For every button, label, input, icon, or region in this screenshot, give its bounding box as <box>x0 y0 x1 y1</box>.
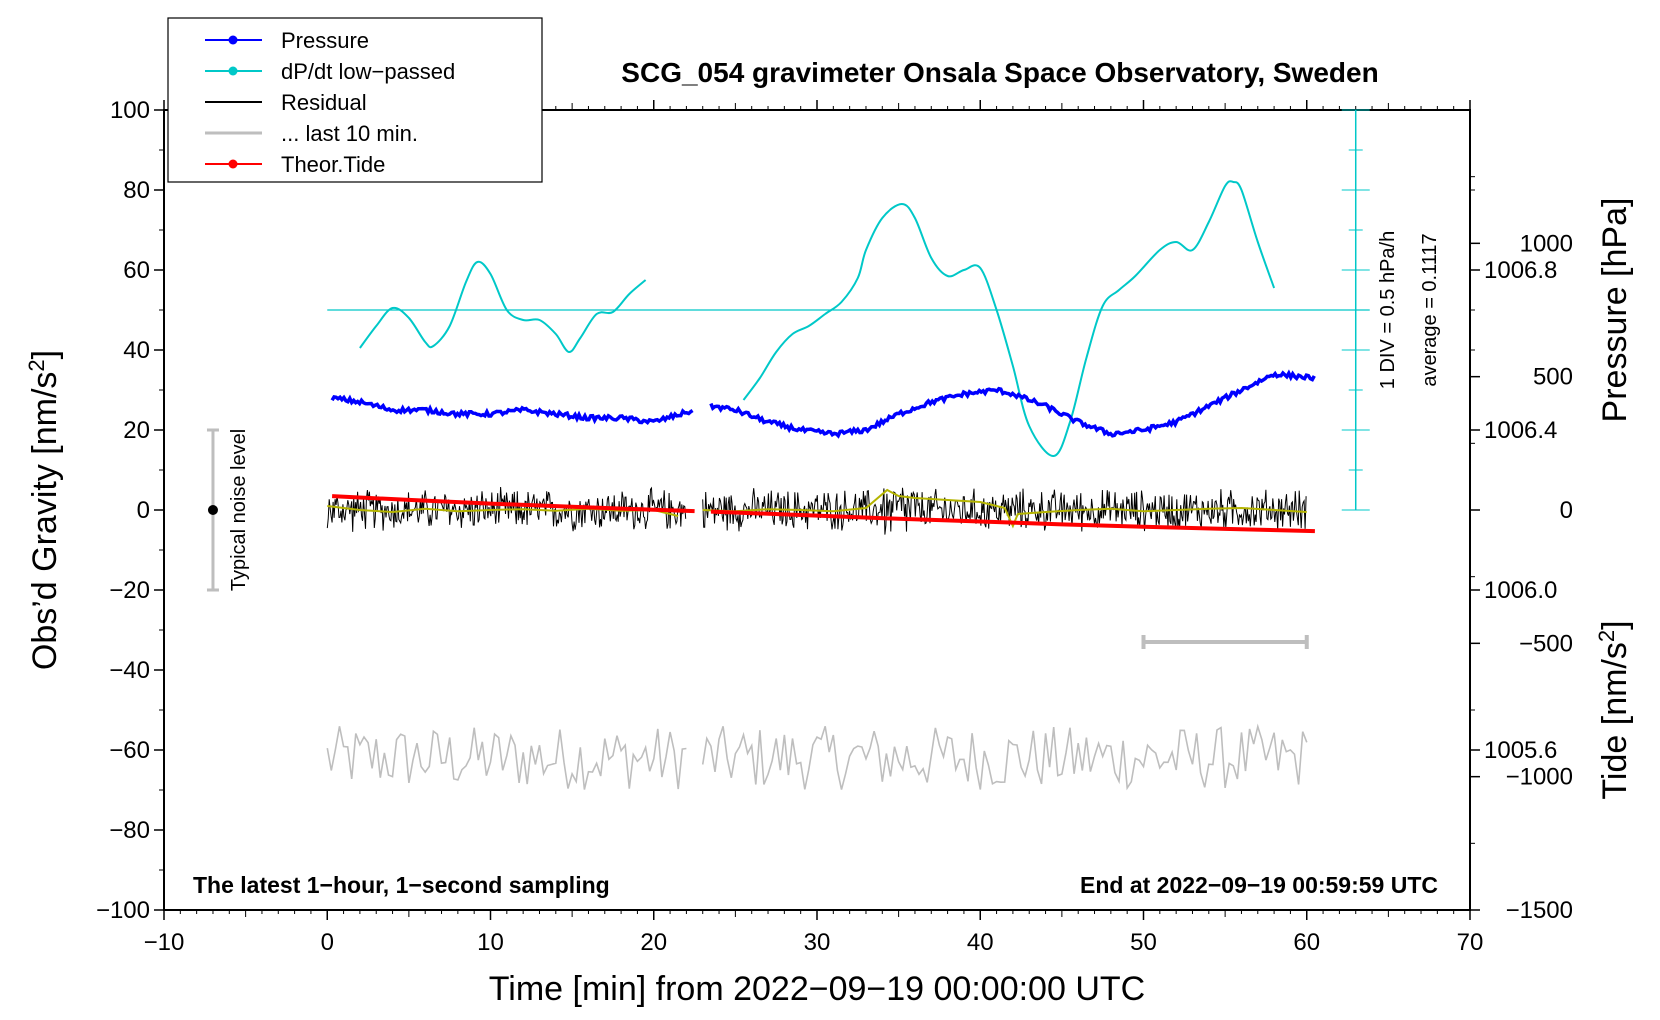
bottom-left-note: The latest 1−hour, 1−second sampling <box>193 872 610 898</box>
x-tick-label: 30 <box>804 929 831 956</box>
pressure-tick-label: 1006.4 <box>1484 417 1557 444</box>
tide-tick-label: 0 <box>1560 497 1573 524</box>
legend-label: Pressure <box>281 28 369 53</box>
series-residual-smoothed <box>327 505 679 517</box>
series-pressure <box>709 369 1316 439</box>
x-tick-label: −10 <box>144 929 185 956</box>
pressure-tick-label: 1006.0 <box>1484 577 1557 604</box>
tide-tick-label: −1500 <box>1506 897 1573 924</box>
series-pressure <box>330 394 694 425</box>
series-tide <box>710 509 1315 534</box>
series-layer <box>326 109 1370 791</box>
axes-ticks: −10 0 10 20 30 40 50 60 70100806040200−20−40−60−… <box>96 97 1573 956</box>
noise-bar-center-dot <box>207 505 218 515</box>
series-tide <box>332 494 695 514</box>
y-tick-label: −100 <box>96 897 150 924</box>
legend-marker <box>228 35 238 45</box>
x-axis-title: Time [min] from 2022−09−19 00:00:00 UTC <box>489 970 1145 1008</box>
series-dpdt <box>742 180 1276 457</box>
y-tick-label: −40 <box>109 657 150 684</box>
y-tick-label: 60 <box>123 257 150 284</box>
x-tick-label: 40 <box>967 929 994 956</box>
series-residual <box>326 486 687 532</box>
x-tick-label: 10 <box>477 929 504 956</box>
bottom-right-note: End at 2022−09−19 00:59:59 UTC <box>1080 872 1438 898</box>
y-tick-label: −80 <box>109 817 150 844</box>
y-tick-label: −20 <box>109 577 150 604</box>
tide-tick-label: 1000 <box>1520 230 1573 257</box>
y-tick-label: −60 <box>109 737 150 764</box>
div-label: 1 DIV = 0.5 hPa/h <box>1377 231 1399 389</box>
annotation-layer <box>206 428 1309 649</box>
y-tick-label: 40 <box>123 337 150 364</box>
y-axis-title-pressure: Pressure [hPa] <box>1596 198 1634 423</box>
series-residual-smoothed <box>702 488 1307 529</box>
noise-level-label: Typical noise level <box>228 429 250 591</box>
legend-label: dP/dt low−passed <box>281 59 455 84</box>
legend-box <box>167 17 543 183</box>
x-tick-label: 70 <box>1457 929 1484 956</box>
series-last10min <box>326 726 687 790</box>
x-tick-label: 0 <box>321 929 334 956</box>
chart-title: SCG_054 gravimeter Onsala Space Observat… <box>621 57 1378 88</box>
y-axis-title-left: Obs’d Gravity [nm/s2] <box>24 350 65 670</box>
y-axis-title-tide: Tide [nm/s2] <box>1594 620 1635 799</box>
x-tick-label: 50 <box>1130 929 1157 956</box>
y-tick-label: 20 <box>123 417 150 444</box>
y-tick-label: 100 <box>110 97 150 124</box>
x-tick-label: 20 <box>640 929 667 956</box>
series-last10min <box>701 723 1308 791</box>
legend-label: ... last 10 min. <box>281 121 418 146</box>
legend-label: Theor.Tide <box>281 152 385 177</box>
y-tick-label: 80 <box>123 177 150 204</box>
tide-tick-label: −500 <box>1519 630 1573 657</box>
pressure-tick-label: 1006.8 <box>1484 257 1557 284</box>
x-tick-label: 60 <box>1293 929 1320 956</box>
tide-tick-label: 500 <box>1533 364 1573 391</box>
pressure-tick-label: 1005.6 <box>1484 737 1557 764</box>
legend-marker <box>228 159 238 169</box>
legend-marker <box>228 66 238 76</box>
legend-label: Residual <box>281 90 367 115</box>
legend: Pressure dP/dt low−passed Residual ... last… <box>167 17 543 183</box>
y-tick-label: 0 <box>137 497 150 524</box>
tide-tick-label: −1000 <box>1506 764 1573 791</box>
series-dpdt <box>359 260 647 353</box>
average-label: average = 0.1117 <box>1419 233 1441 386</box>
